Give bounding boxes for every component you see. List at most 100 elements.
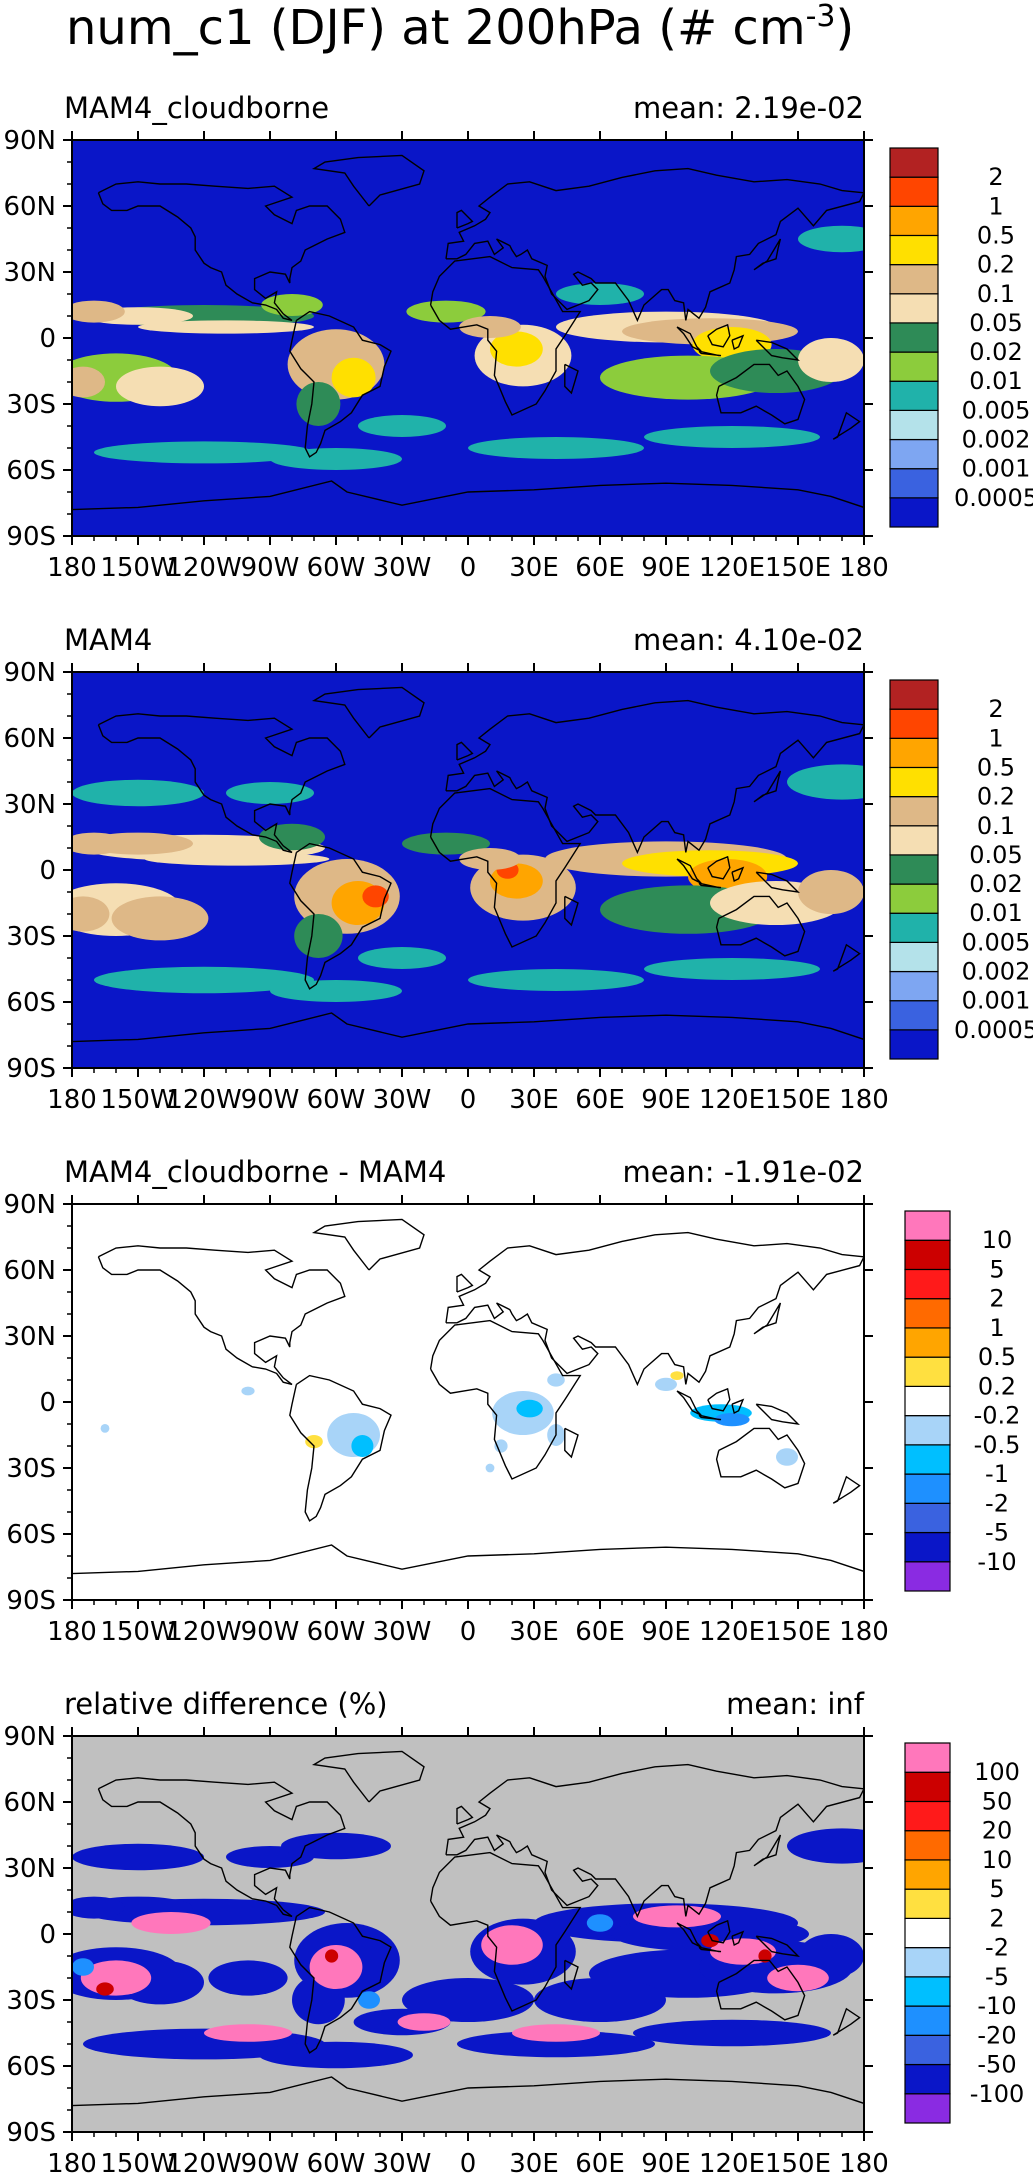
colorbar-label: 0.5 [978, 1343, 1016, 1371]
field-patch [96, 1982, 114, 1996]
field-patch [309, 1945, 363, 1989]
coastline [715, 1959, 806, 2021]
x-tick-label: 0 [460, 553, 477, 583]
coastline [832, 943, 861, 972]
x-tick-label: 120W [166, 1085, 241, 1115]
colorbar-label: 20 [982, 1817, 1013, 1845]
colorbar-label: -20 [977, 2021, 1016, 2049]
colorbar-box [904, 1415, 951, 1446]
y-tick-label: 0 [39, 324, 56, 354]
colorbar-box [904, 1888, 951, 1919]
colorbar-box [904, 1356, 951, 1387]
field-patch [494, 1439, 508, 1453]
colorbar-box [889, 912, 939, 943]
coastline [753, 770, 782, 803]
colorbar-box [904, 1327, 951, 1358]
coastline [429, 1319, 582, 1480]
map-field [72, 686, 864, 1043]
y-tick-label: 90N [3, 1190, 56, 1220]
colorbar-box [889, 234, 939, 266]
panel-title: MAM4_cloudborne [64, 91, 329, 125]
x-tick-label: 90W [241, 553, 300, 583]
field-patch [490, 331, 543, 367]
y-tick-label: 30N [3, 258, 56, 288]
x-tick-label: 60W [307, 1617, 366, 1647]
colorbar-box [889, 205, 939, 237]
colorbar-box [889, 293, 939, 324]
field-patch [468, 437, 644, 459]
x-tick-label: 90W [241, 2149, 300, 2175]
field-patch [94, 966, 314, 994]
x-tick-label: 60W [307, 553, 366, 583]
map-background [72, 1204, 864, 1600]
x-tick-label: 60W [307, 1085, 366, 1115]
y-tick-label: 30S [6, 390, 56, 420]
colorbar-label: 0.002 [962, 426, 1031, 454]
y-tick-label: 0 [39, 856, 56, 886]
y-tick-label: 60N [3, 1788, 56, 1818]
colorbar-box [889, 708, 939, 739]
coastline [72, 1012, 864, 1043]
field-patch [402, 832, 490, 855]
coastline [564, 1959, 579, 1991]
x-tick-label: 180 [839, 1085, 889, 1115]
field-patch [468, 969, 644, 991]
field-patch [72, 1896, 125, 1919]
field-patch [351, 1435, 374, 1457]
coastline [698, 882, 722, 889]
coastline [715, 1427, 806, 1489]
colorbar-box [904, 1800, 951, 1832]
y-tick-label: 0 [39, 1920, 56, 1950]
colorbar-box [904, 2063, 951, 2095]
field-patch [556, 283, 644, 305]
coastline [97, 1245, 346, 1386]
colorbar-box [904, 1531, 951, 1563]
y-tick-label: 60S [6, 2052, 56, 2082]
x-tick-label: 150W [100, 553, 175, 583]
colorbar-box [904, 1947, 951, 1978]
field-patch [111, 896, 209, 941]
colorbar-box [889, 1000, 939, 1031]
colorbar-box [904, 1210, 951, 1241]
field-patch [72, 896, 110, 932]
field-patch [547, 1373, 565, 1387]
coastline [456, 741, 474, 761]
field-patch [397, 2013, 451, 2031]
field-patch [259, 2041, 413, 2069]
colorbar-label: -1 [985, 1460, 1009, 1488]
colorbar-label: 0.05 [969, 841, 1022, 869]
field-patch [481, 1925, 543, 1965]
y-tick-label: 30N [3, 1854, 56, 1884]
colorbar-box [889, 766, 939, 798]
field-patch [633, 2019, 831, 2047]
x-tick-label: 180 [47, 1085, 97, 1115]
coastline [753, 1302, 782, 1335]
coastline [445, 699, 864, 855]
x-tick-label: 30W [373, 1617, 432, 1647]
field-patch [776, 1448, 798, 1466]
colorbar-box [904, 2005, 951, 2036]
colorbar-label: 0.2 [977, 783, 1015, 811]
coastline [698, 1946, 722, 1953]
colorbar-box [889, 796, 939, 827]
field-patch [94, 441, 314, 464]
field-patch [72, 300, 125, 323]
y-tick-label: 90S [6, 2118, 56, 2148]
colorbar-label: -50 [977, 2051, 1016, 2079]
field-patch [459, 316, 521, 338]
field-patch [358, 1991, 380, 2009]
field-patch [798, 870, 864, 914]
figure-title: num_c1 (DJF) at 200hPa (# cm-3) [66, 0, 854, 56]
coastline [707, 855, 731, 880]
colorbar-box [904, 1976, 951, 2007]
colorbar-label: 0.02 [969, 338, 1022, 366]
colorbar-label: 0.005 [962, 396, 1031, 424]
coastline [707, 323, 731, 348]
colorbar-box [904, 1859, 951, 1890]
coastline [311, 686, 425, 739]
y-tick-label: 90N [3, 658, 56, 688]
colorbar-label: 5 [989, 1875, 1004, 1903]
colorbar-label: 0.001 [962, 455, 1031, 483]
